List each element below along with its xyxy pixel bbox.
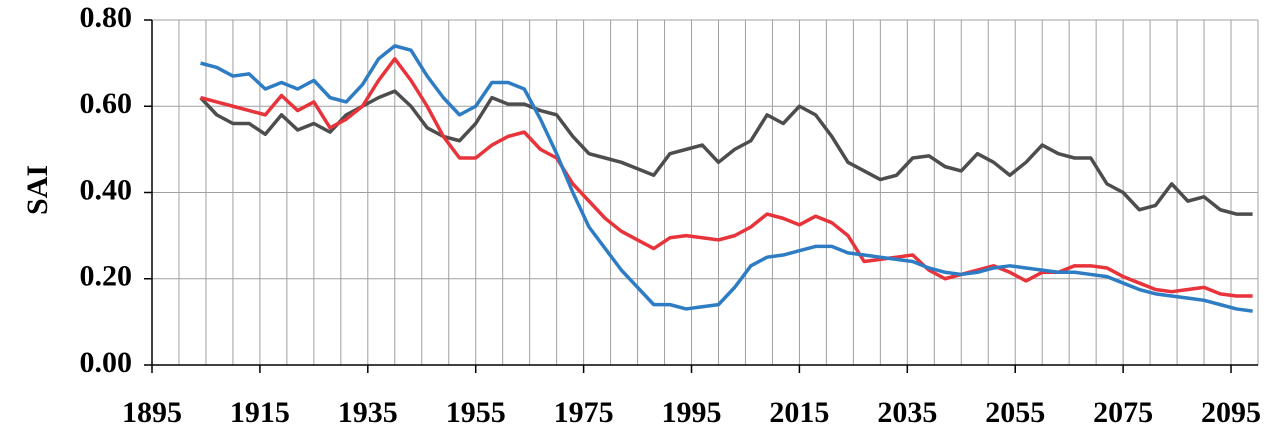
y-tick-label: 0.20 <box>80 260 133 293</box>
data-line <box>199 89 1253 216</box>
x-tick-label: 2075 <box>1093 396 1153 429</box>
y-axis-label: SAI <box>21 165 54 215</box>
x-tick-label: 1935 <box>338 396 398 429</box>
x-tick-label: 1995 <box>662 396 722 429</box>
x-tick-label: 2035 <box>877 396 937 429</box>
data-line <box>200 57 1253 298</box>
y-tick-label: 0.00 <box>80 346 133 379</box>
x-tick-label: 2095 <box>1201 396 1261 429</box>
y-tick-label: 0.80 <box>80 1 133 34</box>
data-line <box>200 44 1253 313</box>
x-tick-label: 1915 <box>230 396 290 429</box>
x-tick-label: 1975 <box>554 396 614 429</box>
y-tick-label: 0.60 <box>80 87 133 120</box>
x-tick-label: 2015 <box>769 396 829 429</box>
x-tick-label: 2055 <box>985 396 1045 429</box>
x-tick-label: 1955 <box>446 396 506 429</box>
y-tick-label: 0.40 <box>80 173 133 206</box>
x-tick-label: 1895 <box>122 396 182 429</box>
